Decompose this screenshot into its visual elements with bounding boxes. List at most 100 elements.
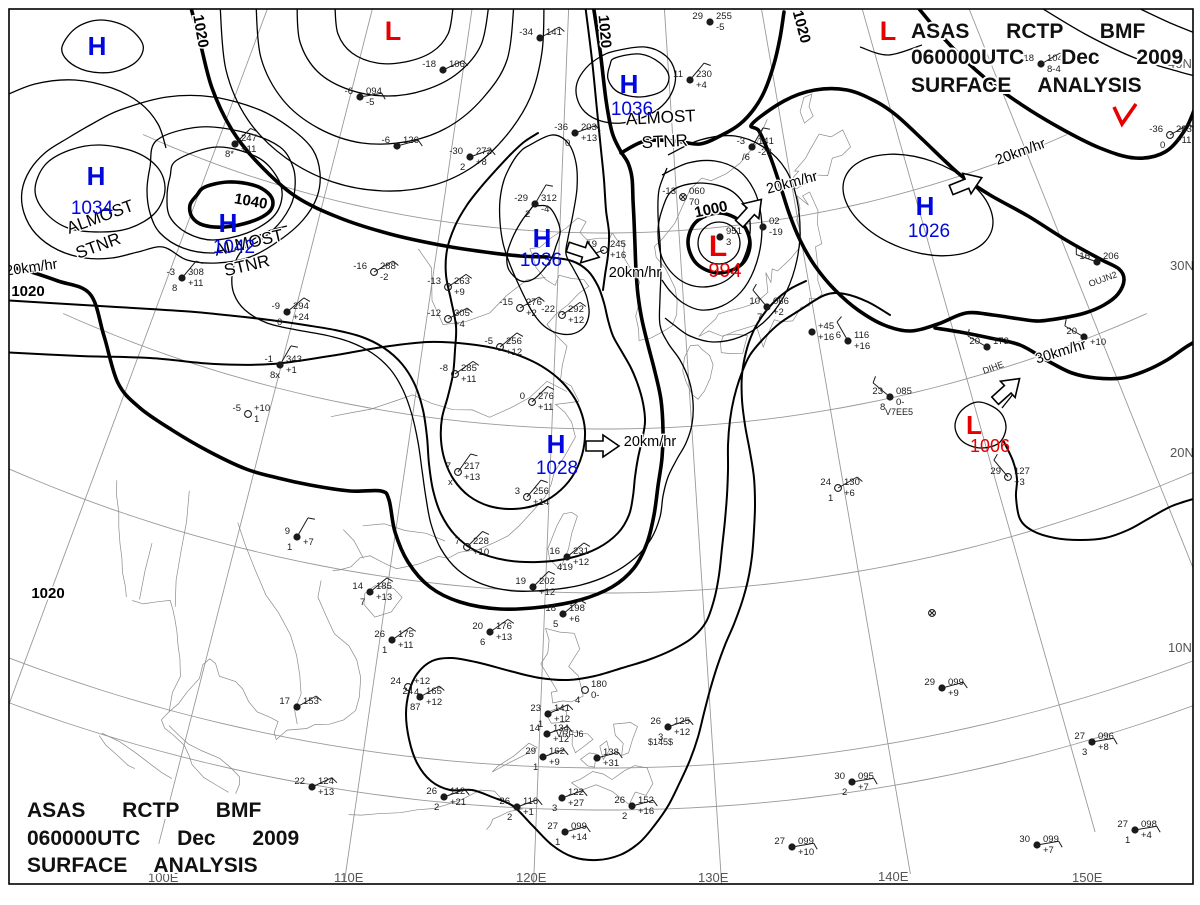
- svg-text:+12: +12: [539, 587, 555, 598]
- svg-text:060000UTC Dec 2009: 060000UTC Dec 2009: [27, 827, 299, 850]
- svg-text:+11: +11: [461, 374, 476, 385]
- svg-text:060: 060: [689, 186, 705, 197]
- svg-text:16: 16: [1079, 251, 1090, 262]
- svg-text:+11: +11: [188, 278, 203, 289]
- svg-text:26: 26: [426, 786, 437, 797]
- svg-text:-18: -18: [1020, 53, 1034, 64]
- svg-text:+12: +12: [674, 727, 690, 738]
- svg-text:116: 116: [854, 330, 869, 341]
- svg-text:27: 27: [1074, 731, 1085, 742]
- svg-text:112: 112: [450, 786, 465, 797]
- svg-text:+13: +13: [376, 592, 392, 603]
- svg-text:2: 2: [434, 802, 439, 813]
- svg-text:120E: 120E: [516, 870, 547, 885]
- svg-text:130E: 130E: [698, 870, 729, 885]
- svg-text:24: 24: [390, 676, 401, 687]
- svg-text:27: 27: [774, 836, 785, 847]
- svg-text:217: 217: [464, 461, 480, 472]
- svg-text:70: 70: [689, 197, 700, 208]
- svg-text:+13: +13: [464, 472, 480, 483]
- svg-text:0: 0: [565, 138, 570, 149]
- svg-text:+16: +16: [854, 341, 870, 352]
- svg-text:23: 23: [530, 703, 541, 714]
- svg-text:153: 153: [303, 696, 319, 707]
- svg-text:H: H: [620, 69, 639, 99]
- svg-text:060000UTC Dec 2009: 060000UTC Dec 2009: [911, 46, 1183, 69]
- svg-text:185: 185: [376, 581, 392, 592]
- svg-text:140E: 140E: [878, 869, 909, 884]
- svg-text:141: 141: [758, 136, 774, 147]
- svg-text:/6: /6: [742, 152, 750, 163]
- svg-text:165: 165: [426, 686, 442, 697]
- svg-text:26: 26: [614, 795, 625, 806]
- svg-text:110E: 110E: [334, 870, 364, 885]
- svg-text:+13: +13: [496, 632, 512, 643]
- svg-text:+12: +12: [568, 315, 584, 326]
- svg-text:+45: +45: [818, 321, 834, 332]
- svg-text:100E: 100E: [148, 870, 179, 885]
- svg-text:8x: 8x: [270, 370, 280, 381]
- svg-text:+10: +10: [1090, 337, 1106, 348]
- svg-text:0: 0: [520, 391, 525, 402]
- svg-text:+31: +31: [603, 758, 619, 769]
- svg-text:-3: -3: [167, 267, 175, 278]
- svg-text:-5: -5: [366, 97, 374, 108]
- svg-text:124: 124: [318, 776, 334, 787]
- svg-text:29: 29: [692, 11, 703, 22]
- svg-text:-30: -30: [449, 146, 463, 157]
- svg-text:+7: +7: [303, 537, 314, 548]
- svg-text:+4: +4: [454, 319, 465, 330]
- svg-text:H: H: [88, 31, 107, 61]
- svg-text:231: 231: [573, 546, 589, 557]
- svg-text:H: H: [916, 191, 935, 221]
- svg-text:+7: +7: [1043, 845, 1054, 856]
- svg-text:H: H: [219, 208, 238, 238]
- svg-text:27: 27: [547, 821, 558, 832]
- svg-text:1036: 1036: [611, 99, 653, 120]
- svg-text:-36: -36: [554, 122, 568, 133]
- svg-text:305: 305: [454, 308, 470, 319]
- svg-text:1: 1: [828, 493, 833, 504]
- svg-text:8*: 8*: [225, 149, 234, 160]
- svg-text:+4: +4: [1141, 830, 1152, 841]
- svg-text:+9: +9: [948, 688, 959, 699]
- svg-text:130: 130: [844, 477, 860, 488]
- svg-text:4: 4: [414, 687, 419, 698]
- svg-text:-29: -29: [514, 193, 528, 204]
- svg-text:1028: 1028: [536, 458, 578, 479]
- svg-text:87: 87: [410, 702, 421, 713]
- svg-text:150E: 150E: [1072, 870, 1103, 885]
- svg-text:20: 20: [472, 621, 483, 632]
- svg-text:206: 206: [1103, 251, 1119, 262]
- svg-text:099: 099: [571, 821, 587, 832]
- svg-text:3: 3: [552, 803, 557, 814]
- svg-text:116: 116: [523, 796, 538, 807]
- svg-text:+16: +16: [818, 332, 834, 343]
- svg-text:22: 22: [294, 776, 305, 787]
- svg-text:2: 2: [842, 787, 847, 798]
- svg-text:096: 096: [1098, 731, 1114, 742]
- svg-text:+16: +16: [638, 806, 654, 817]
- svg-text:095: 095: [858, 771, 874, 782]
- svg-text:x: x: [448, 477, 453, 488]
- svg-text:+4: +4: [696, 80, 707, 91]
- svg-text:1042: 1042: [213, 237, 255, 258]
- svg-text:23: 23: [872, 386, 883, 397]
- svg-text:14: 14: [352, 581, 363, 592]
- svg-text:30N: 30N: [1170, 258, 1194, 273]
- svg-text:1020: 1020: [11, 283, 44, 300]
- svg-text:245: 245: [610, 239, 626, 250]
- svg-text:1026: 1026: [908, 221, 950, 242]
- svg-text:+16: +16: [610, 250, 626, 261]
- svg-text:29: 29: [924, 677, 935, 688]
- svg-text:+9: +9: [454, 287, 465, 298]
- svg-text:+13: +13: [581, 133, 597, 144]
- svg-text:-15: -15: [499, 297, 513, 308]
- svg-text:-6: -6: [345, 86, 353, 97]
- svg-text:1: 1: [555, 837, 560, 848]
- svg-text:+11: +11: [538, 402, 553, 413]
- svg-text:+8: +8: [476, 157, 487, 168]
- svg-text:16: 16: [549, 546, 560, 557]
- svg-text:+2: +2: [773, 307, 784, 318]
- svg-text:-23: -23: [758, 147, 772, 158]
